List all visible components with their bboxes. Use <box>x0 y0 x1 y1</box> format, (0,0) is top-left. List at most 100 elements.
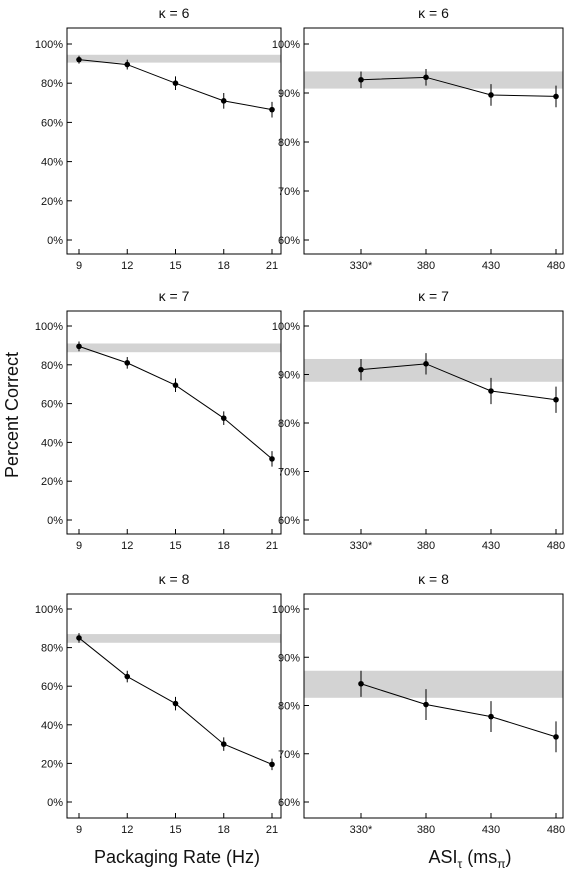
data-point <box>488 92 494 98</box>
chart-panel-1: κ = 6 0% 20% 40% 60% 80% 100% 9 12 15 18 21 <box>35 5 282 272</box>
panel-title: κ = 8 <box>159 571 190 587</box>
x-tick-label: 330* <box>350 824 373 836</box>
data-point <box>124 61 131 68</box>
data-point <box>220 741 227 747</box>
panel-title: κ = 6 <box>159 5 190 21</box>
series-line <box>360 76 557 97</box>
data-point <box>76 635 82 641</box>
data-point <box>553 734 559 740</box>
series-line <box>360 683 557 738</box>
data-point <box>220 415 227 421</box>
chart-panel-4: κ = 7 60% 70% 80% 90% 100% 330* 380 430 480 <box>272 288 565 552</box>
x-tick-label: 15 <box>169 540 181 552</box>
y-tick-label: 40% <box>41 157 63 169</box>
chart-panel-3: κ = 7 0% 20% 40% 60% 80% 100% 9 12 15 18 21 <box>35 288 282 552</box>
x-tick-label: 21 <box>266 540 278 552</box>
y-tick-label: 70% <box>278 749 300 761</box>
panel-title: κ = 7 <box>418 288 449 304</box>
reference-band <box>67 343 281 353</box>
panel-frame <box>303 27 564 255</box>
y-tick-label: 80% <box>41 643 63 655</box>
data-point <box>124 673 131 680</box>
chart-panel-6: κ = 8 60% 70% 80% 90% 100% 330* 380 430 480 <box>272 571 565 836</box>
y-tick-label: 60% <box>278 235 300 247</box>
data-point <box>172 80 179 86</box>
x-tick-label: 380 <box>417 260 435 272</box>
data-point <box>358 680 364 687</box>
data-point <box>269 106 275 113</box>
x-tick-label: 18 <box>218 824 230 836</box>
data-point <box>488 388 494 394</box>
y-tick-label: 100% <box>272 39 300 51</box>
y-tick-label: 80% <box>278 137 300 149</box>
x-tick-label: 12 <box>121 824 133 836</box>
y-tick-label: 100% <box>35 604 63 616</box>
y-tick-label: 60% <box>278 515 300 527</box>
data-point <box>124 360 131 366</box>
x-tick-label: 12 <box>121 540 133 552</box>
reference-band <box>67 634 281 643</box>
x-tick-label: 430 <box>482 260 500 272</box>
x-tick-label: 9 <box>76 260 82 272</box>
data-point <box>423 701 429 708</box>
y-tick-label: 0% <box>47 797 63 809</box>
y-tick-label: 40% <box>41 437 63 449</box>
data-point <box>358 76 364 83</box>
reference-band <box>304 670 563 698</box>
y-tick-label: 90% <box>278 652 300 664</box>
x-tick-label: 430 <box>482 824 500 836</box>
y-tick-label: 20% <box>41 196 63 208</box>
x-tick-label: 380 <box>417 824 435 836</box>
x-tick-label: 330* <box>350 540 373 552</box>
data-point <box>269 456 275 462</box>
data-point <box>553 396 559 403</box>
y-tick-label: 0% <box>47 515 63 527</box>
x-tick-label: 480 <box>547 540 565 552</box>
y-tick-label: 100% <box>272 321 300 333</box>
x-tick-label: 21 <box>266 260 278 272</box>
data-point <box>76 343 82 350</box>
x-tick-label: 480 <box>547 824 565 836</box>
y-tick-label: 90% <box>278 370 300 382</box>
x-tick-label: 480 <box>547 260 565 272</box>
x-tick-label: 380 <box>417 540 435 552</box>
y-tick-label: 80% <box>278 418 300 430</box>
reference-band <box>304 71 563 89</box>
x-tick-label: 18 <box>218 540 230 552</box>
data-point <box>423 361 429 367</box>
x-tick-label: 9 <box>76 540 82 552</box>
reference-band <box>304 358 563 382</box>
x-tick-label: 330* <box>350 260 373 272</box>
chart-panel-5: κ = 8 0% 20% 40% 60% 80% 100% 9 12 15 18 21 <box>35 571 282 836</box>
y-tick-label: 60% <box>41 399 63 411</box>
data-point <box>220 98 227 104</box>
x-axis-label-right: ASIτ (msπ) <box>428 847 511 871</box>
x-tick-label: 15 <box>169 824 181 836</box>
y-tick-label: 0% <box>47 235 63 247</box>
x-axis-label-left: Packaging Rate (Hz) <box>94 847 260 867</box>
y-tick-label: 40% <box>41 720 63 732</box>
data-point <box>269 761 275 768</box>
chart-panel-2: κ = 6 60% 70% 80% 90% 100% 330* 380 430 480 <box>272 5 565 272</box>
data-point <box>358 366 364 373</box>
x-tick-label: 15 <box>169 260 181 272</box>
x-tick-label: 12 <box>121 260 133 272</box>
series-line <box>78 345 273 460</box>
y-tick-label: 80% <box>41 360 63 372</box>
y-tick-label: 20% <box>41 476 63 488</box>
y-tick-label: 70% <box>278 467 300 479</box>
panel-frame <box>66 310 282 535</box>
y-tick-label: 80% <box>41 78 63 90</box>
y-tick-label: 20% <box>41 758 63 770</box>
panel-frame <box>66 593 282 819</box>
y-tick-label: 60% <box>41 681 63 693</box>
data-point <box>172 382 179 388</box>
y-tick-label: 60% <box>278 797 300 809</box>
panel-title: κ = 6 <box>418 5 449 21</box>
chart-panels: κ = 6 0% 20% 40% 60% 80% 100% 9 12 15 18 21 κ = 6 60%… <box>35 5 565 836</box>
y-tick-label: 60% <box>41 117 63 129</box>
y-tick-label: 100% <box>35 39 63 51</box>
panel-title: κ = 8 <box>418 571 449 587</box>
y-tick-label: 100% <box>272 604 300 616</box>
y-tick-label: 80% <box>278 701 300 713</box>
